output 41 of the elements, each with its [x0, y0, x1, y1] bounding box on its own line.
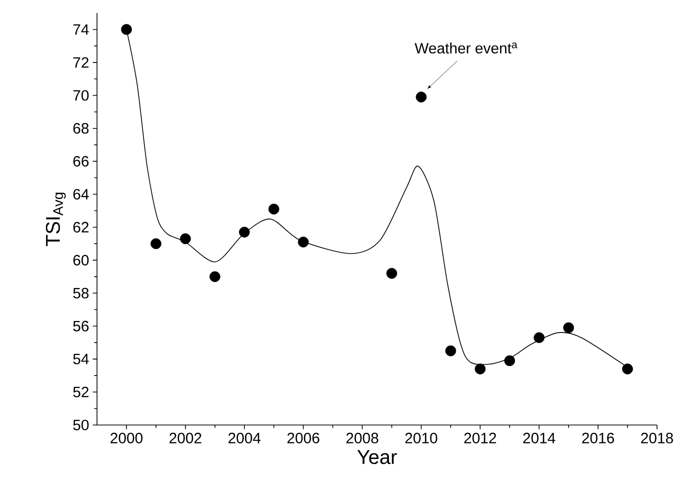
x-tick-label: 2010: [405, 432, 438, 444]
point: [416, 92, 427, 102]
x-tick-label: 2004: [228, 432, 261, 444]
point: [268, 204, 280, 214]
y-tick-label: 74: [73, 24, 89, 35]
point: [238, 226, 250, 238]
y-tick-label: 60: [73, 254, 89, 266]
y-tick-label: 72: [73, 57, 88, 68]
point: [150, 238, 162, 250]
y-tick-label: 62: [73, 222, 88, 233]
point: [386, 268, 398, 279]
x-tick-label: 2012: [464, 432, 496, 444]
point: [504, 355, 516, 366]
point: [534, 332, 545, 344]
x-axis-title: Year: [357, 450, 397, 464]
y-tick-label: 56: [73, 320, 89, 332]
x-tick-label: 2000: [110, 432, 143, 444]
point: [180, 233, 191, 244]
y-tick-label: 58: [73, 288, 89, 298]
x-tick-label: 2016: [582, 432, 614, 444]
x-tick-label: 2006: [287, 432, 320, 444]
point: [445, 345, 456, 356]
point: [121, 24, 132, 35]
point: [474, 364, 486, 374]
y-tick-label: 70: [73, 90, 89, 101]
y-tick-label: 66: [73, 156, 89, 167]
point: [622, 364, 633, 374]
y-tick-label: 52: [73, 386, 88, 398]
point: [298, 236, 309, 248]
x-tick-label: 2014: [523, 432, 556, 444]
y-tick-label: 50: [73, 420, 89, 430]
y-axis-title: TSI$_{Avg}$: [46, 192, 66, 246]
y-tick-label: 54: [73, 354, 89, 364]
annotation: Weather event$^{a}$: [414, 42, 518, 54]
y-tick-label: 64: [73, 188, 89, 200]
point: [210, 271, 220, 282]
y-tick-label: 68: [73, 123, 89, 134]
point: [563, 322, 574, 334]
x-tick-label: 2008: [346, 432, 378, 444]
x-tick-label: 2018: [641, 432, 673, 444]
x-tick-label: 2002: [170, 432, 202, 444]
